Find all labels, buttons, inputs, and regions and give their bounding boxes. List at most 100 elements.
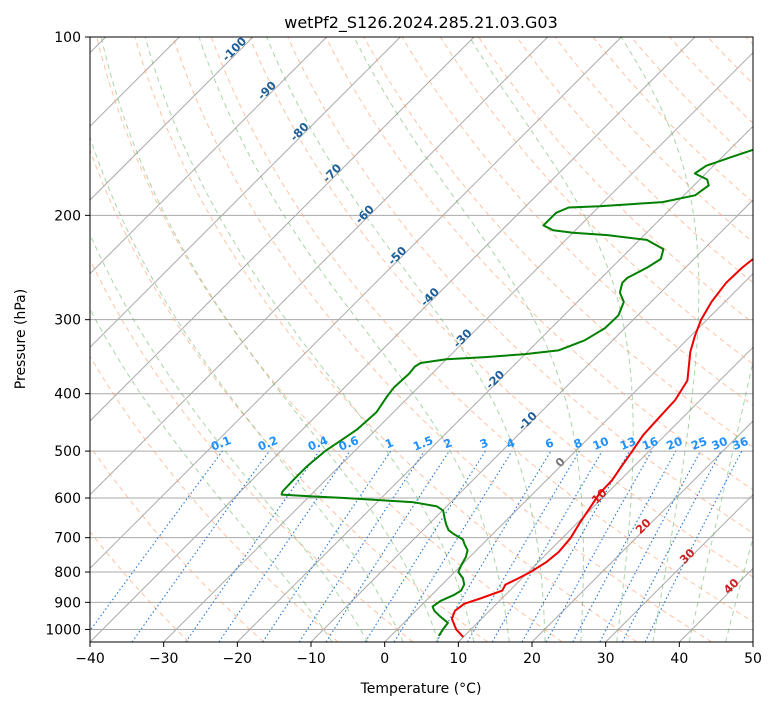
skewed-isotherms xyxy=(90,37,753,642)
dry-adiabat xyxy=(401,37,753,406)
mixing-ratio-line xyxy=(218,450,351,642)
mixing-ratio-label: 16 xyxy=(640,434,660,453)
moist-adiabat-label: 0 xyxy=(552,454,568,470)
mixing-ratio-label: 30 xyxy=(709,434,729,453)
dry-adiabat xyxy=(134,37,638,642)
isotherm-line xyxy=(384,272,753,642)
moist-adiabat-label: -100 xyxy=(219,34,249,64)
plot-frame xyxy=(89,36,754,643)
y-tick-label: 200 xyxy=(54,208,81,224)
moist-adiabat xyxy=(90,135,404,642)
mixing-ratio-label: 20 xyxy=(664,434,684,453)
isotherm-line xyxy=(605,493,753,642)
mixing-ratio-label: 13 xyxy=(618,434,638,453)
pressure-grid xyxy=(90,37,753,630)
mixing-ratio-line xyxy=(545,450,653,642)
x-axis-ticks: −40 −30 −20 −10 0 10 20 30 40 50 xyxy=(75,642,762,667)
x-tick-label: 0 xyxy=(380,651,389,667)
dry-adiabat xyxy=(287,37,753,534)
moist-adiabat xyxy=(144,37,475,642)
y-tick-label: 700 xyxy=(54,531,81,547)
dry-adiabats xyxy=(90,37,753,642)
temperature-profile xyxy=(450,257,753,638)
dry-adiabat xyxy=(90,445,264,642)
x-tick-label: −30 xyxy=(149,651,179,667)
chart-title: wetPf2_S126.2024.285.21.03.G03 xyxy=(284,13,558,33)
dewpoint-profile xyxy=(280,148,753,637)
dry-adiabat-label: 30 xyxy=(677,546,698,567)
moist-adiabat xyxy=(90,308,333,642)
dry-adiabat xyxy=(745,37,753,46)
isotherm-line xyxy=(752,641,753,642)
mixing-ratio-label: 10 xyxy=(591,434,611,453)
y-tick-label: 1000 xyxy=(45,622,81,638)
moist-adiabat-label: -10 xyxy=(515,409,540,434)
isotherm-line xyxy=(90,37,549,496)
isotherm-line xyxy=(90,37,401,349)
dry-adiabat xyxy=(249,37,753,578)
isotherm-line xyxy=(531,420,753,642)
mixing-ratio-line xyxy=(393,450,513,642)
mixing-ratio-line xyxy=(521,450,630,642)
moist-adiabats xyxy=(90,37,753,642)
reference-line-labels: 0.1 0.2 0.4 0.6 1 1.5 2 3 4 6 8 10 13 16 20 25 30 36-100-… xyxy=(209,34,750,597)
mixing-ratio-line xyxy=(131,450,270,642)
moist-adiabat-label: -70 xyxy=(320,161,345,186)
dry-adiabat xyxy=(90,355,339,642)
moist-adiabat-label: -40 xyxy=(417,285,442,310)
mixing-ratio-lines xyxy=(90,450,743,642)
y-tick-label: 300 xyxy=(54,313,81,329)
moist-adiabat xyxy=(100,37,439,642)
dry-adiabat xyxy=(707,37,753,85)
mixing-ratio-line xyxy=(364,450,486,642)
mixing-ratio-line xyxy=(325,450,450,642)
mixing-ratio-line xyxy=(298,450,425,642)
moist-adiabat xyxy=(688,358,753,642)
mixing-ratio-label: 1 xyxy=(383,435,396,451)
x-tick-label: 30 xyxy=(597,651,615,667)
isotherm-line xyxy=(90,37,475,422)
x-tick-label: 40 xyxy=(670,651,688,667)
y-tick-label: 900 xyxy=(54,595,81,611)
moist-adiabat xyxy=(725,536,753,642)
x-tick-label: −40 xyxy=(75,651,105,667)
isotherm-line xyxy=(90,37,254,201)
moist-adiabat xyxy=(353,37,584,642)
y-axis-label: Pressure (hPa) xyxy=(13,289,29,389)
isotherm-line xyxy=(90,37,328,275)
x-tick-label: −20 xyxy=(223,651,253,667)
mixing-ratio-line xyxy=(185,450,320,642)
dry-adiabat xyxy=(325,37,753,491)
y-tick-label: 100 xyxy=(54,30,81,46)
mixing-ratio-line xyxy=(572,450,677,642)
moist-adiabat-label: -90 xyxy=(254,78,279,103)
x-tick-label: 20 xyxy=(523,651,541,667)
dry-adiabat xyxy=(90,531,190,642)
mixing-ratio-label: 25 xyxy=(689,434,709,453)
y-tick-label: 400 xyxy=(54,387,81,403)
dry-adiabat xyxy=(439,37,753,365)
mixing-ratio-label: 2 xyxy=(441,435,454,451)
dry-adiabat-label: 20 xyxy=(633,516,654,537)
x-tick-label: 10 xyxy=(449,651,467,667)
dry-adiabat xyxy=(90,148,488,642)
dry-adiabat xyxy=(96,37,563,642)
x-tick-label: −10 xyxy=(296,651,326,667)
y-tick-label: 800 xyxy=(54,565,81,581)
isotherm-line xyxy=(163,51,753,642)
x-axis-label: Temperature (°C) xyxy=(360,681,482,697)
moist-adiabat xyxy=(620,37,700,642)
isotherm-line xyxy=(457,346,753,642)
moist-adiabat-label: -80 xyxy=(287,119,312,144)
dry-adiabat xyxy=(172,37,712,642)
isotherm-line xyxy=(310,199,753,642)
dry-adiabat xyxy=(516,37,753,284)
mixing-ratio-line xyxy=(90,450,223,632)
mixing-ratio-label: 6 xyxy=(543,435,556,451)
mixing-ratio-line xyxy=(599,450,701,642)
dry-adiabat xyxy=(210,37,753,623)
mixing-ratio-label: 3 xyxy=(478,435,491,451)
dry-adiabat-label: 40 xyxy=(721,576,742,597)
moist-adiabat-label: -60 xyxy=(352,202,377,227)
mixing-ratio-label: 8 xyxy=(572,435,585,451)
